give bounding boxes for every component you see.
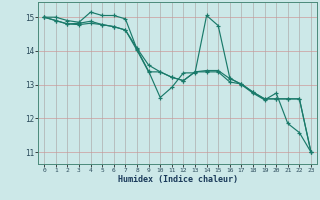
X-axis label: Humidex (Indice chaleur): Humidex (Indice chaleur)	[118, 175, 238, 184]
